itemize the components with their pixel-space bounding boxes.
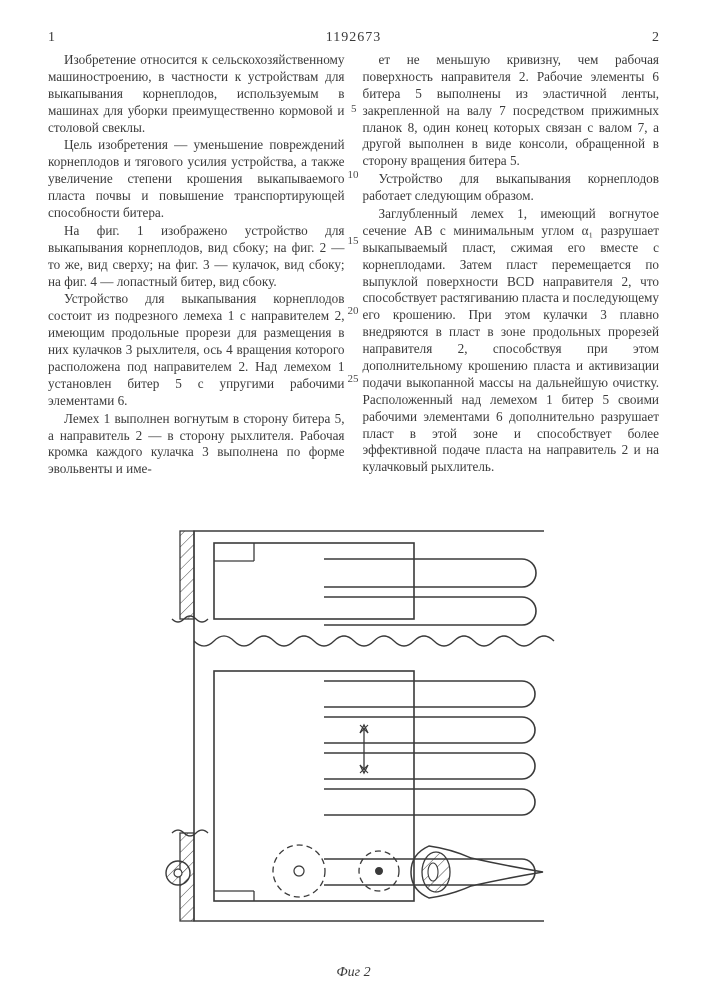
line-number: 15 xyxy=(348,234,359,248)
para: ет не меньшую кривизну, чем рабочая пове… xyxy=(363,52,660,170)
line-number: 20 xyxy=(348,304,359,318)
figure-2 xyxy=(124,501,584,961)
para: Лемех 1 выполнен вогнутым в сторону бите… xyxy=(48,411,345,479)
para: Заглубленный лемех 1, имеющий вогнутое с… xyxy=(363,206,660,476)
page-num-left: 1 xyxy=(48,30,55,46)
figure-caption: Фиг 2 xyxy=(48,965,659,981)
page-header: 1 1192673 2 xyxy=(48,30,659,46)
line-number: 25 xyxy=(348,372,359,386)
column-right: ет не меньшую кривизну, чем рабочая пове… xyxy=(363,52,660,479)
para: Цель изобретения — уменьшение повреждени… xyxy=(48,137,345,221)
document-number: 1192673 xyxy=(55,30,652,46)
page-num-right: 2 xyxy=(652,30,659,46)
para: Устройство для выкапывания корнеплодов с… xyxy=(48,291,345,409)
para: Устройство для выкапывания корнеплодов р… xyxy=(363,171,660,205)
column-left: Изобретение относится к сельскохозяйстве… xyxy=(48,52,345,479)
line-number: 5 xyxy=(351,102,357,116)
body-columns: Изобретение относится к сельскохозяйстве… xyxy=(48,52,659,479)
figure-container xyxy=(48,501,659,961)
line-number: 10 xyxy=(348,168,359,182)
para: На фиг. 1 изображено устройство для выка… xyxy=(48,223,345,291)
para: Изобретение относится к сельскохозяйстве… xyxy=(48,52,345,136)
root-crop-icon xyxy=(411,846,543,898)
